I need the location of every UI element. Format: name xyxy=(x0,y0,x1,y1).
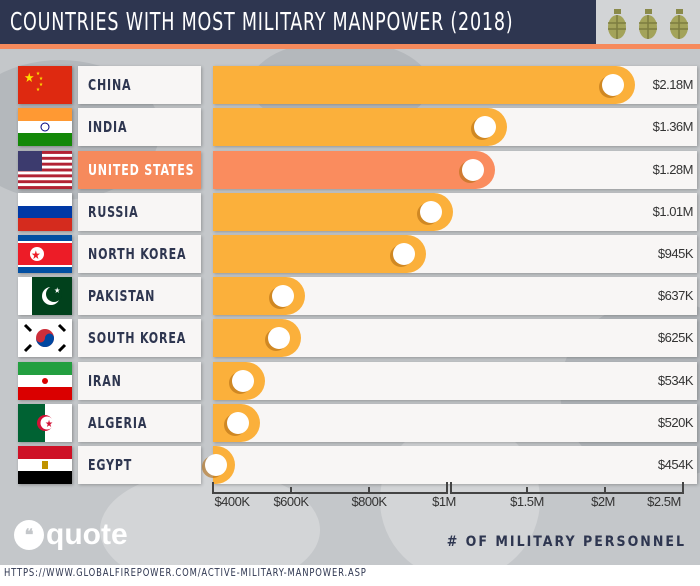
country-name: PAKISTAN xyxy=(88,287,156,305)
bar-knob xyxy=(232,370,255,392)
grenade-icon xyxy=(669,9,688,39)
bar-china xyxy=(213,66,636,104)
tick-label: $400K xyxy=(214,494,250,509)
bar-india xyxy=(213,108,508,146)
bar-russia xyxy=(213,193,453,231)
bar-knob xyxy=(392,243,415,265)
x-axis: $400K $600K $800K $1M $1.5M $2M $2.5M xyxy=(0,480,700,540)
flag-south-korea-icon xyxy=(18,319,72,357)
quote-logo-mark: ❝ xyxy=(14,520,44,550)
accent-stripe xyxy=(0,44,700,49)
bar-track: $1.28M xyxy=(213,151,697,189)
bar-knob xyxy=(272,285,295,307)
bar-knob xyxy=(226,412,249,434)
bar-knob xyxy=(602,74,625,96)
tick-label: $1.5M xyxy=(510,494,544,509)
bar-track: $1.36M xyxy=(213,108,697,146)
bar-united-states xyxy=(213,151,495,189)
data-label: $2.18M xyxy=(652,77,694,92)
grenade-icon xyxy=(608,9,627,39)
svg-text:★: ★ xyxy=(39,82,43,88)
country-label: UNITED STATES xyxy=(78,151,201,189)
tick-label: $2.5M xyxy=(647,494,681,509)
axis-brackets xyxy=(212,482,684,494)
flag-russia-icon xyxy=(18,193,72,231)
bar-track: $945K xyxy=(213,235,697,273)
country-name: RUSSIA xyxy=(88,203,139,221)
bar-track: $2.18M xyxy=(213,66,697,104)
flag-north-korea-icon: ★ xyxy=(18,235,72,273)
bar-knob xyxy=(267,327,290,349)
country-name: UNITED STATES xyxy=(88,161,195,179)
data-label: $1.01M xyxy=(652,204,694,219)
quote-logo: ❝ quote xyxy=(14,518,128,552)
flag-china-icon: ★ ★★★★ xyxy=(18,66,72,104)
data-label: $520K xyxy=(657,415,694,430)
svg-text:★: ★ xyxy=(45,419,53,430)
country-name: IRAN xyxy=(88,372,122,390)
bar-track: $1.01M xyxy=(213,193,697,231)
bar-knob xyxy=(205,454,227,476)
tick-label: $600K xyxy=(273,494,309,509)
flag-algeria-icon: ★ xyxy=(18,404,72,442)
data-label: $534K xyxy=(657,373,694,388)
country-name: NORTH KOREA xyxy=(88,245,187,263)
tick-label: $1M xyxy=(432,494,456,509)
bar-north-korea xyxy=(213,235,426,273)
svg-text:★: ★ xyxy=(36,87,40,93)
country-label: RUSSIA xyxy=(78,193,201,231)
bar-track: $454K xyxy=(205,446,697,484)
country-label: PAKISTAN xyxy=(78,277,201,315)
data-label: $1.28M xyxy=(652,162,694,177)
country-name: ALGERIA xyxy=(88,414,148,432)
grenade-icon xyxy=(638,9,657,39)
bar-knob xyxy=(461,159,484,181)
tick-label: $2M xyxy=(591,494,615,509)
page-title: COUNTRIES WITH MOST MILITARY MANPOWER (2… xyxy=(10,7,514,36)
flag-india-icon xyxy=(18,108,72,146)
bar-track: $637K xyxy=(213,277,697,315)
country-label: CHINA xyxy=(78,66,201,104)
svg-text:★: ★ xyxy=(36,71,40,77)
flag-iran-icon xyxy=(18,362,72,400)
grenades-decoration xyxy=(596,0,700,44)
flag-united-states-icon xyxy=(18,151,72,189)
bar-track: $625K xyxy=(213,319,697,357)
bar-knob xyxy=(419,201,442,223)
country-label: SOUTH KOREA xyxy=(78,319,201,357)
country-label: IRAN xyxy=(78,362,201,400)
country-label: EGYPT xyxy=(78,446,201,484)
country-label: NORTH KOREA xyxy=(78,235,201,273)
country-name: SOUTH KOREA xyxy=(88,329,187,347)
country-name: EGYPT xyxy=(88,456,133,474)
svg-text:★: ★ xyxy=(54,286,60,295)
bar-track: $534K xyxy=(213,362,697,400)
flag-egypt-icon xyxy=(18,446,72,484)
data-label: $1.36M xyxy=(652,119,694,134)
x-axis-title: # OF MILITARY PERSONNEL xyxy=(446,534,686,550)
svg-text:★: ★ xyxy=(39,76,43,82)
data-label: $945K xyxy=(657,246,694,261)
country-name: INDIA xyxy=(88,118,128,136)
source-url[interactable]: HTTPS://WWW.GLOBALFIREPOWER.COM/ACTIVE-M… xyxy=(4,566,367,579)
country-name: CHINA xyxy=(88,76,132,94)
data-label: $637K xyxy=(657,288,694,303)
data-label: $454K xyxy=(657,457,694,472)
title-bar: COUNTRIES WITH MOST MILITARY MANPOWER (2… xyxy=(0,0,596,44)
logo-text: quote xyxy=(46,518,128,551)
tick-label: $800K xyxy=(351,494,387,509)
bar-knob xyxy=(474,116,497,138)
country-label: INDIA xyxy=(78,108,201,146)
bar-track: $520K xyxy=(213,404,697,442)
svg-text:★: ★ xyxy=(31,248,41,262)
data-label: $625K xyxy=(657,330,694,345)
svg-text:★: ★ xyxy=(24,71,35,86)
country-label: ALGERIA xyxy=(78,404,201,442)
flag-pakistan-icon: ★ xyxy=(18,277,72,315)
